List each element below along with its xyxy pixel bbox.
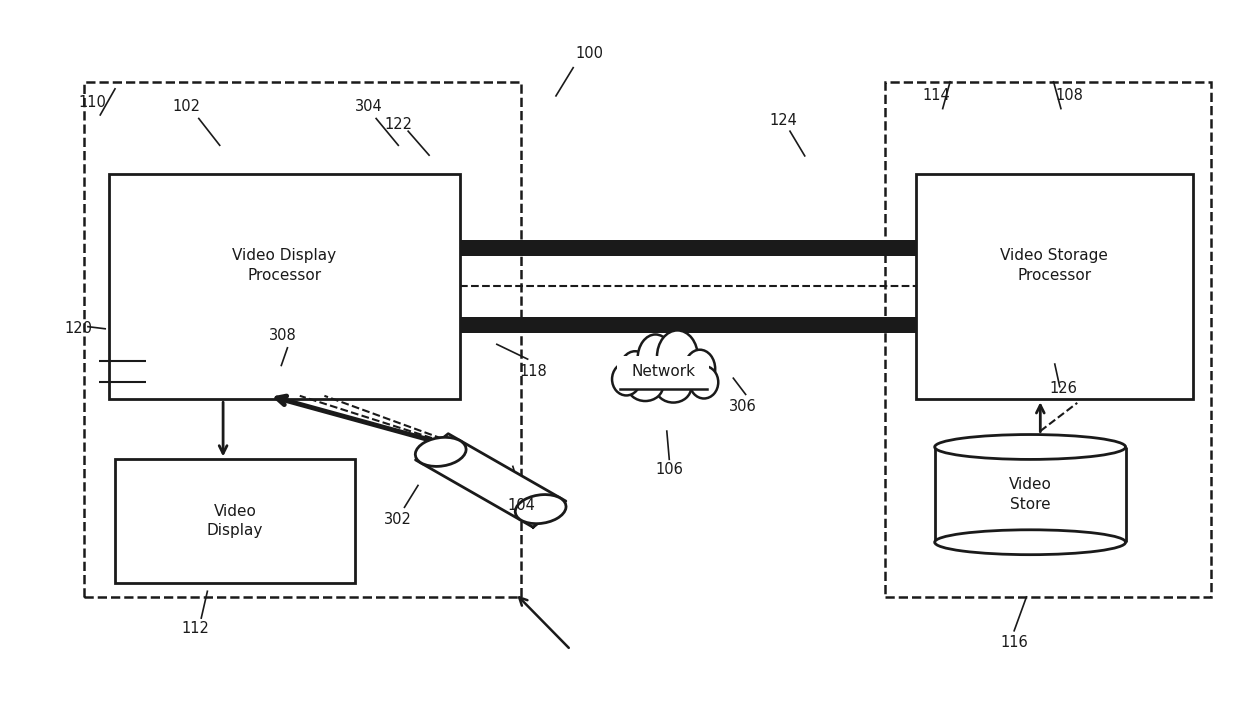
Text: 106: 106 — [655, 463, 683, 478]
Bar — [935, 447, 1126, 542]
Text: Network: Network — [631, 363, 696, 378]
Ellipse shape — [935, 435, 1126, 459]
Text: 112: 112 — [181, 621, 210, 636]
Ellipse shape — [516, 495, 565, 523]
Ellipse shape — [689, 366, 718, 398]
Text: 124: 124 — [770, 113, 797, 128]
Ellipse shape — [656, 372, 691, 403]
Ellipse shape — [620, 351, 650, 390]
Ellipse shape — [627, 371, 663, 401]
Ellipse shape — [415, 437, 466, 466]
Ellipse shape — [613, 363, 641, 396]
Bar — [618, 356, 709, 389]
Bar — [885, 82, 1211, 597]
Ellipse shape — [657, 331, 698, 383]
Text: 122: 122 — [384, 116, 412, 131]
Text: 118: 118 — [520, 363, 548, 378]
Polygon shape — [415, 433, 565, 527]
Text: 114: 114 — [923, 89, 950, 104]
Bar — [460, 317, 915, 333]
Bar — [109, 174, 460, 399]
Text: 110: 110 — [79, 96, 107, 111]
Text: 126: 126 — [1049, 381, 1078, 396]
Ellipse shape — [684, 350, 715, 388]
Bar — [915, 174, 1193, 399]
Text: 304: 304 — [355, 99, 383, 114]
Ellipse shape — [637, 334, 673, 383]
Bar — [84, 82, 522, 597]
Text: 100: 100 — [575, 46, 603, 61]
Bar — [115, 459, 355, 583]
Text: 120: 120 — [64, 321, 92, 336]
Text: Video Display
Processor: Video Display Processor — [232, 248, 336, 283]
Ellipse shape — [935, 530, 1126, 555]
Bar — [460, 241, 915, 256]
Text: 104: 104 — [507, 498, 536, 513]
Text: Video Storage
Processor: Video Storage Processor — [1001, 248, 1109, 283]
Text: Video
Display: Video Display — [207, 503, 263, 538]
Text: Video
Store: Video Store — [1008, 477, 1052, 512]
Text: 302: 302 — [384, 512, 412, 527]
Text: 108: 108 — [1055, 89, 1084, 104]
Text: 116: 116 — [1001, 635, 1028, 650]
Text: 306: 306 — [729, 399, 758, 414]
Text: 102: 102 — [172, 99, 201, 114]
Text: 308: 308 — [269, 328, 296, 343]
